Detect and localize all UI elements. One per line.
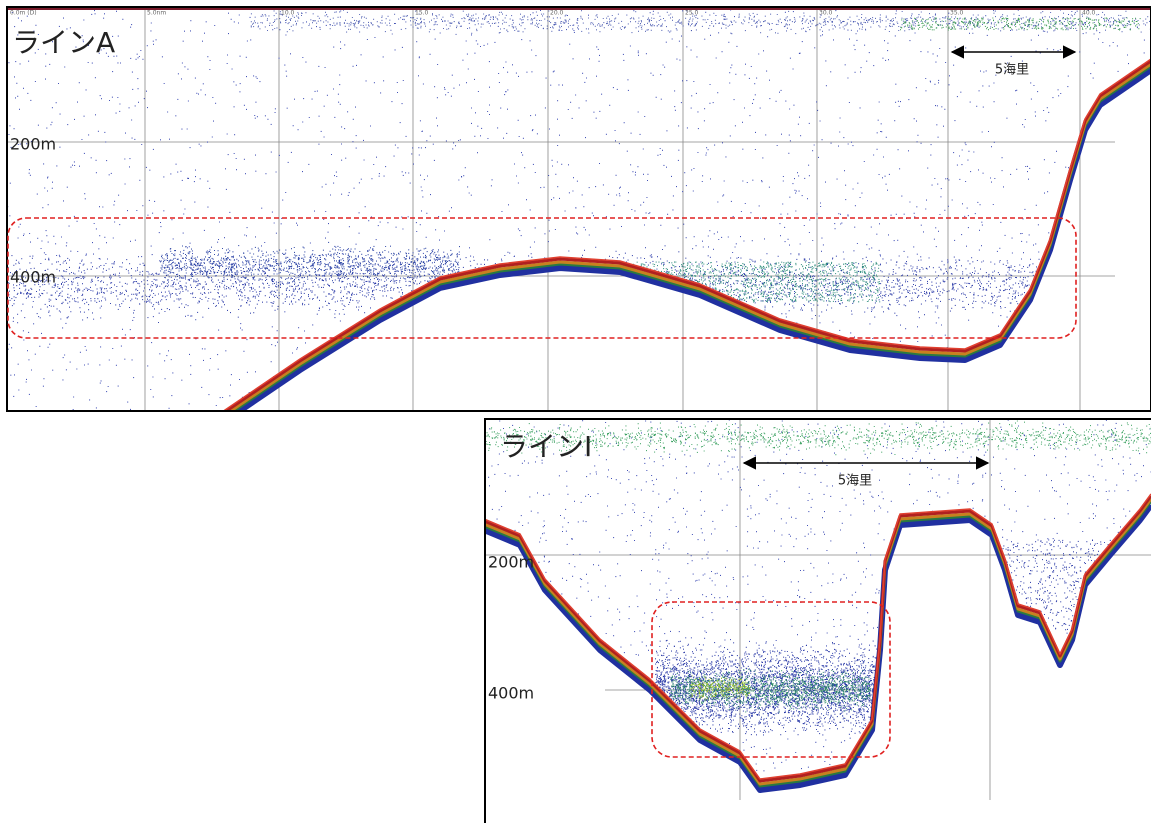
echo-dots <box>632 261 881 303</box>
depth-label: 200m <box>488 553 534 572</box>
scale-label: 0.0m (D) <box>10 10 37 17</box>
panel-background <box>7 7 1151 411</box>
echo-dots <box>670 668 871 713</box>
scale-label: 5.0nm <box>147 10 166 17</box>
echo-scatter <box>484 419 1151 772</box>
highlight-box <box>651 601 891 758</box>
highlight-box <box>7 217 1077 339</box>
panel-label: ラインI <box>500 430 592 463</box>
echo-dots <box>7 248 1040 324</box>
seabed-line <box>484 493 1151 780</box>
grid <box>484 418 1151 800</box>
depth-label: 400m <box>488 684 534 703</box>
echo-dots <box>690 675 751 701</box>
seabed <box>222 58 1151 411</box>
panel-label: ラインA <box>12 26 115 59</box>
scale-label: 20.0 <box>550 10 564 17</box>
echo-dots <box>160 241 461 288</box>
seabed <box>484 493 1151 793</box>
panel-line-i <box>484 418 1151 823</box>
panel-border <box>484 418 1151 823</box>
panel-line-a: 0.0m (D) 5.0nm 10.0 15.0 20.0 25.0 30.0 35.0 40.… <box>7 7 1151 411</box>
distance-label: 5海里 <box>838 474 872 489</box>
scale-label: 40.0 <box>1082 10 1096 17</box>
scale-label: 30.0 <box>819 10 833 17</box>
scale-label: 25.0 <box>685 10 699 17</box>
echo-dots <box>484 420 1151 456</box>
depth-label: 400m <box>10 268 56 287</box>
depth-label: 200m <box>10 135 56 154</box>
echo-dots <box>488 419 1151 772</box>
top-strip <box>7 7 1151 10</box>
seabed-line <box>222 58 1151 411</box>
distance-label: 5海里 <box>995 63 1029 78</box>
scale-label: 35.0 <box>950 10 964 17</box>
scale-label: 15.0 <box>415 10 429 17</box>
scale-labels: 0.0m (D) 5.0nm 10.0 15.0 20.0 25.0 30.0 35.0 40.… <box>10 10 1096 17</box>
echo-dots <box>900 17 1141 31</box>
panel-border <box>6 6 1151 412</box>
scale-label: 10.0 <box>281 10 295 17</box>
echo-scatter <box>7 8 1151 411</box>
